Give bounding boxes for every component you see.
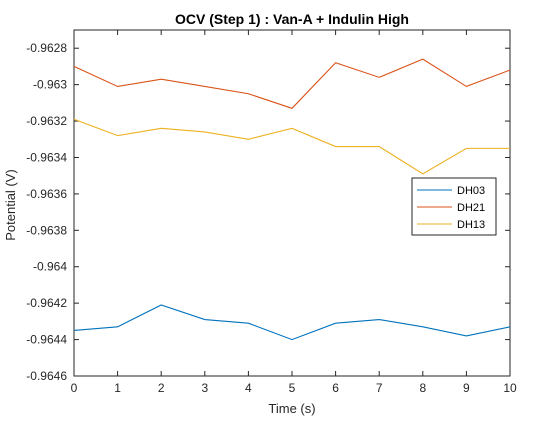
y-tick-label: -0.963 bbox=[33, 78, 67, 92]
x-tick-label: 2 bbox=[158, 381, 165, 395]
y-tick-label: -0.9628 bbox=[26, 41, 67, 55]
y-tick-label: -0.9646 bbox=[26, 369, 67, 383]
y-tick-label: -0.9632 bbox=[26, 114, 67, 128]
series-line-dh21 bbox=[73, 58, 511, 109]
y-tick-label: -0.9634 bbox=[26, 150, 67, 164]
x-tick-label: 3 bbox=[201, 381, 208, 395]
y-tick-label: -0.964 bbox=[33, 260, 67, 274]
x-tick-label: 0 bbox=[71, 381, 78, 395]
legend-label-dh03: DH03 bbox=[457, 185, 485, 197]
series-line-dh13 bbox=[73, 118, 510, 175]
x-tick-label: 6 bbox=[332, 381, 339, 395]
series-lines bbox=[73, 58, 511, 341]
x-axis-label: Time (s) bbox=[268, 401, 315, 416]
x-tick-label: 5 bbox=[289, 381, 296, 395]
series-line-dh03 bbox=[73, 304, 511, 341]
x-tick-label: 7 bbox=[376, 381, 383, 395]
x-tick-label: 4 bbox=[245, 381, 252, 395]
legend-label-dh21: DH21 bbox=[457, 202, 485, 214]
legend: DH03 DH21 DH13 bbox=[411, 177, 497, 236]
x-tick-label: 8 bbox=[419, 381, 426, 395]
x-tick-label: 1 bbox=[114, 381, 121, 395]
y-axis-label: Potential (V) bbox=[3, 169, 18, 241]
chart-title: OCV (Step 1) : Van-A + Indulin High bbox=[175, 11, 409, 27]
y-tick-label: -0.9644 bbox=[26, 333, 67, 347]
y-tick-label: -0.9638 bbox=[26, 223, 67, 237]
y-tick-label: -0.9636 bbox=[26, 187, 67, 201]
x-tick-label: 10 bbox=[503, 381, 517, 395]
x-tick-label: 9 bbox=[463, 381, 470, 395]
y-tick-label: -0.9642 bbox=[26, 296, 67, 310]
legend-label-dh13: DH13 bbox=[457, 219, 485, 231]
